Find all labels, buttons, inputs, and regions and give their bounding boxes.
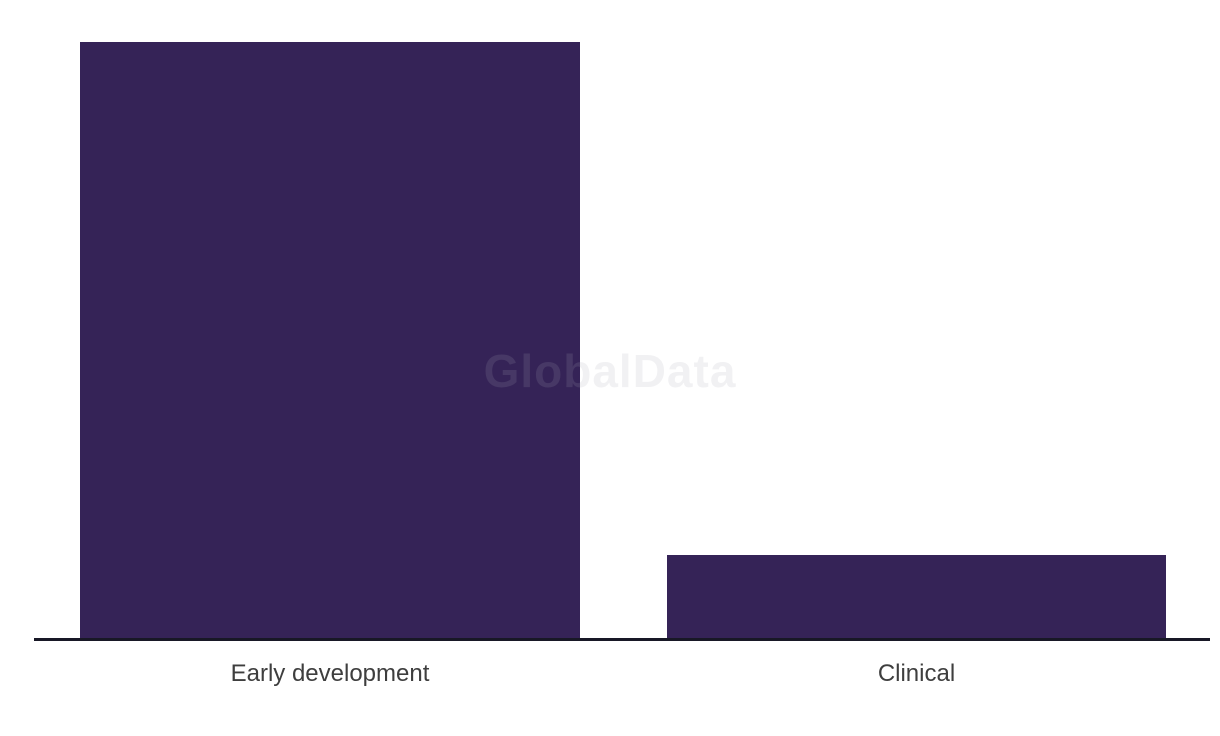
x-axis-label-clinical: Clinical [877,660,956,687]
x-axis-line [34,638,1210,641]
bar-early-development [80,42,580,638]
x-axis-label-early-development: Early development [230,660,430,687]
bar-clinical [667,555,1166,638]
